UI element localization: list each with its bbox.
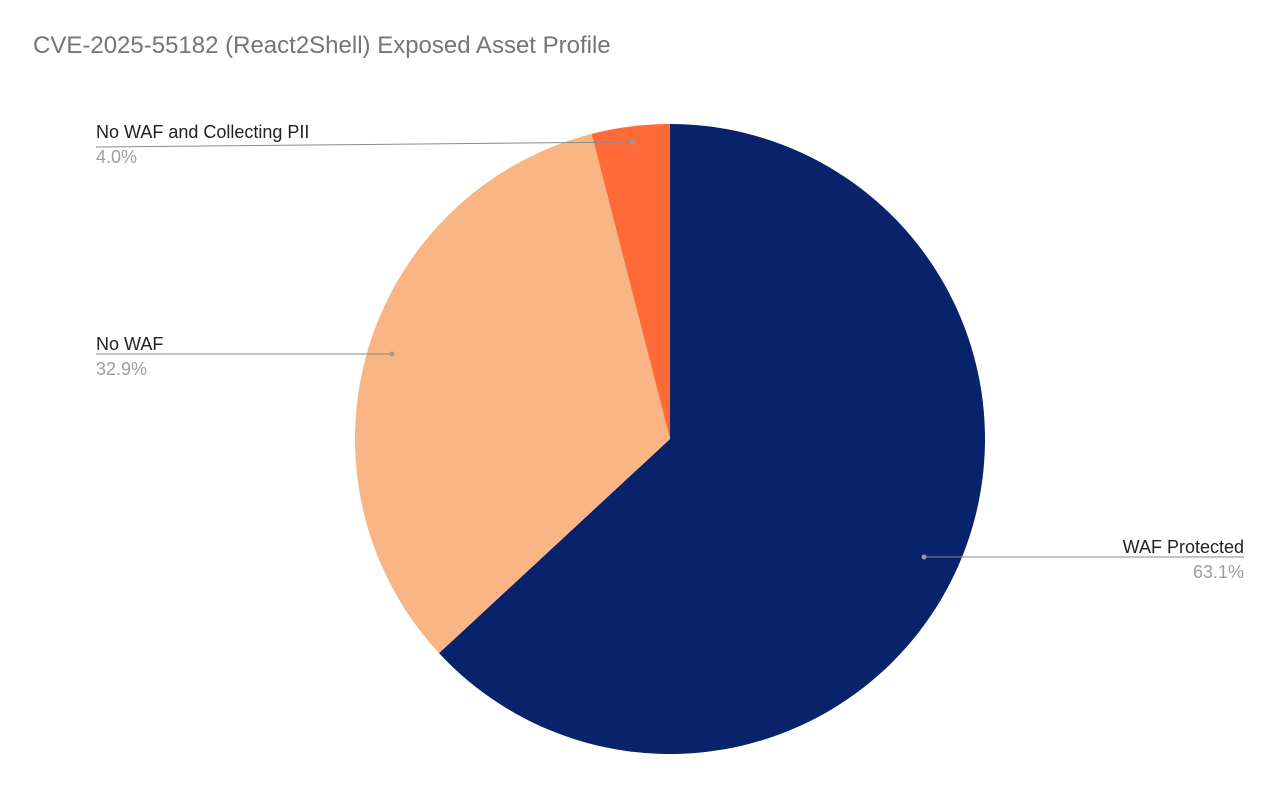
slice-percentage: 32.9%: [96, 359, 147, 379]
leader-dot: [629, 139, 635, 145]
leader-lines: [95, 139, 1244, 560]
leader-dot: [389, 351, 395, 357]
pie-slice-no-waf: [355, 133, 670, 654]
pie-slice-waf-protected: [439, 124, 986, 754]
chart-title: CVE-2025-55182 (React2Shell) Exposed Ass…: [33, 32, 611, 59]
slice-percentage: 4.0%: [96, 147, 137, 167]
pie-slices: [355, 124, 986, 754]
slice-label: No WAF: [96, 334, 163, 354]
leader-dot: [921, 554, 927, 560]
slice-percentage: 63.1%: [1193, 562, 1244, 582]
slice-label: No WAF and Collecting PII: [96, 122, 309, 142]
slice-label: WAF Protected: [1123, 537, 1244, 557]
slice-labels: WAF Protected 63.1% No WAF 32.9% No WAF and …: [96, 122, 1244, 582]
pie-slice-no-waf-and-collecting-pii: [591, 124, 670, 439]
leader-line: [95, 141, 633, 148]
